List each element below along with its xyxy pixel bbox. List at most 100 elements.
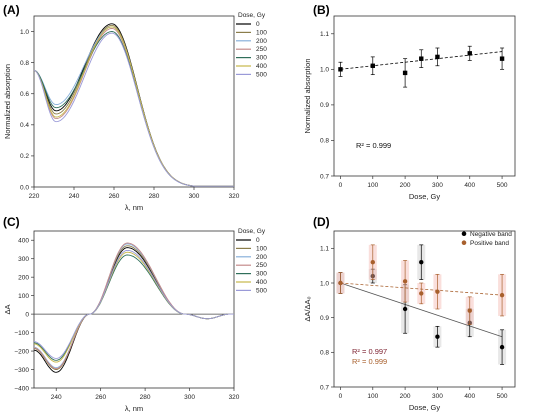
r2-annotation: R² = 0.999 [352, 357, 387, 366]
axes-0: 220 240 260 280 300 320 0.0 0.2 0.4 0.6 0.8 1.0 λ, n… [3, 16, 240, 212]
data-point [435, 55, 439, 59]
x-tick-label: 240 [69, 193, 80, 200]
spectrum-line-100 [34, 25, 234, 186]
x-tick-label: 400 [464, 182, 475, 189]
data-point [435, 335, 439, 339]
legend-label-500: 500 [256, 71, 267, 78]
x-tick-label: 300 [432, 393, 443, 400]
legend-title: Dose, Gy [238, 12, 266, 19]
legend-label-500: 500 [256, 287, 267, 294]
r2-annotation: R² = 0.997 [352, 347, 387, 356]
x-tick-label: 280 [149, 193, 160, 200]
legend-marker [462, 240, 467, 245]
x-tick-label: 200 [400, 182, 411, 189]
legend-label-0: 0 [256, 21, 260, 28]
x-tick-label: 300 [184, 394, 195, 401]
panel-label: (C) [3, 215, 20, 229]
x-tick-label: 280 [140, 394, 151, 401]
y-tick-label: 100 [18, 293, 29, 300]
data-point [500, 56, 504, 60]
x-tick-label: 100 [367, 393, 378, 400]
y-axis-title: Normalized absorption [303, 58, 312, 133]
y-tick-label: 0.8 [320, 138, 329, 145]
data-point [468, 309, 472, 313]
legend-label-100: 100 [256, 29, 267, 36]
data-point [500, 345, 504, 349]
data-point [419, 291, 423, 295]
x-tick-label: 500 [497, 182, 508, 189]
cd-line-400 [34, 252, 234, 362]
data-point [403, 307, 407, 311]
panel-label: (D) [313, 215, 330, 229]
data-point [500, 293, 504, 297]
x-tick-label: 500 [497, 393, 508, 400]
y-tick-label: 1.0 [20, 29, 29, 36]
x-axis-title: Dose, Gy [409, 403, 441, 412]
legend-label-100: 100 [256, 245, 267, 252]
cd-line-200 [34, 244, 234, 368]
x-tick-label: 320 [229, 193, 240, 200]
plot-frame [34, 16, 234, 187]
y-tick-label: 200 [18, 274, 29, 281]
panel-label: (B) [313, 3, 330, 17]
y-tick-label: 400 [18, 238, 29, 245]
x-tick-label: 100 [367, 182, 378, 189]
x-tick-label: 260 [95, 394, 106, 401]
legend-label-0: 0 [256, 237, 260, 244]
legend-label: Positive band [470, 240, 509, 247]
data-point [403, 71, 407, 75]
y-tick-label: 0.7 [320, 384, 329, 391]
y-axis-title: Normalized absorption [3, 64, 12, 139]
x-tick-label: 0 [339, 393, 343, 400]
y-tick-label: 0.4 [20, 122, 29, 129]
data-point [371, 260, 375, 264]
y-tick-label: 1.0 [320, 67, 329, 74]
x-tick-label: 260 [109, 193, 120, 200]
spectra-lines [34, 24, 234, 186]
legend-label-200: 200 [256, 254, 267, 261]
cd-lines [34, 243, 234, 372]
legend-label-200: 200 [256, 38, 267, 45]
y-tick-label: 0.8 [20, 60, 29, 67]
x-tick-label: 300 [189, 193, 200, 200]
data-point [403, 279, 407, 283]
x-tick-label: 300 [432, 182, 443, 189]
y-tick-label: 0 [25, 311, 29, 318]
y-tick-label: 1.0 [320, 280, 329, 287]
cd-line-500 [34, 250, 234, 358]
legend-label-400: 400 [256, 279, 267, 286]
plot-frame [334, 16, 515, 176]
y-tick-label: 0.6 [20, 91, 29, 98]
legend-label-250: 250 [256, 262, 267, 269]
y-tick-label: −300 [14, 367, 29, 374]
legend-label-250: 250 [256, 46, 267, 53]
y-tick-label: 0.9 [320, 102, 329, 109]
legend-label-300: 300 [256, 55, 267, 62]
legend: Negative band Positive band [462, 231, 513, 247]
cd-line-300 [34, 255, 234, 360]
data-point [435, 289, 439, 293]
x-axis-title: Dose, Gy [409, 192, 441, 201]
y-axis-title: ΔA [3, 304, 12, 314]
y-tick-label: 0.2 [20, 153, 29, 160]
y-axis-title: ΔA/ΔA₀ [303, 296, 312, 321]
legend-label: Negative band [470, 231, 512, 238]
data-point [371, 64, 375, 68]
x-tick-label: 0 [339, 182, 343, 189]
legend-label-300: 300 [256, 271, 267, 278]
axes-1: 0 100 200 300 400 500 0.7 0.8 0.9 1.0 1.1 Dose, Gy N… [303, 16, 515, 201]
legend-title: Dose, Gy [238, 228, 266, 235]
x-tick-label: 220 [29, 193, 40, 200]
y-tick-label: −400 [14, 385, 29, 392]
y-tick-label: 300 [18, 256, 29, 263]
x-axis-title: λ, nm [125, 404, 143, 413]
spectrum-line-250 [34, 28, 234, 186]
spectrum-line-0 [34, 24, 234, 186]
data-point [338, 67, 342, 71]
x-tick-label: 400 [464, 393, 475, 400]
x-axis-title: λ, nm [125, 203, 143, 212]
y-tick-label: 0.7 [320, 173, 329, 180]
